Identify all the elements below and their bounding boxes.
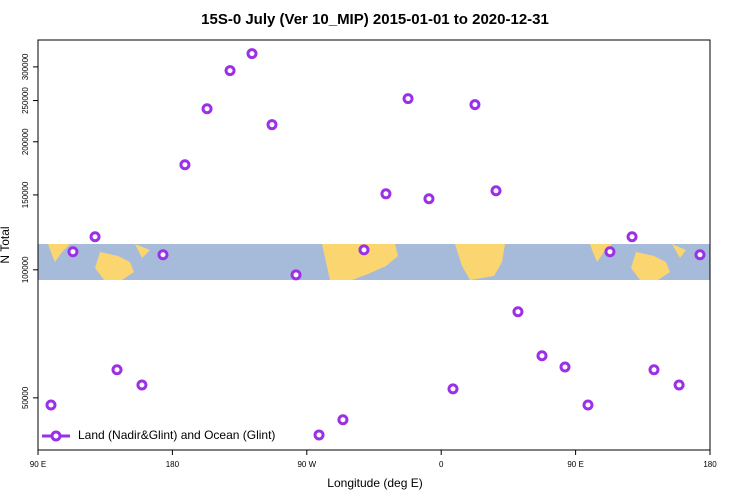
plot-frame [37, 39, 711, 451]
point [423, 193, 435, 205]
point [626, 231, 638, 243]
chart-title: 15S-0 July (Ver 10_MIP) 2015-01-01 to 20… [201, 11, 549, 28]
y-tick-label: 100000 [21, 256, 30, 283]
x-tick-label: 90 E [567, 460, 583, 469]
legend: Land (Nadir&Glint) and Ocean (Glint) [42, 428, 275, 442]
point [512, 306, 524, 318]
point [266, 119, 278, 131]
point [582, 399, 594, 411]
point [179, 159, 191, 171]
point [224, 65, 236, 77]
point [402, 93, 414, 105]
point [469, 99, 481, 111]
point [536, 350, 548, 362]
point [447, 383, 459, 395]
legend-label: Land (Nadir&Glint) and Ocean (Glint) [78, 428, 275, 442]
point [358, 244, 370, 256]
point [290, 269, 302, 281]
y-tick-label: 200000 [21, 128, 30, 155]
x-tick-label: 90 E [30, 460, 46, 469]
point [337, 414, 349, 426]
point [559, 361, 571, 373]
y-tick-label: 300000 [21, 53, 30, 80]
point [490, 185, 502, 197]
point [313, 429, 325, 441]
point [157, 249, 169, 261]
point [380, 188, 392, 200]
y-axis-label: N Total [0, 226, 12, 263]
point [89, 231, 101, 243]
y-tick-label: 150000 [21, 181, 30, 208]
point [648, 364, 660, 376]
point [201, 103, 213, 115]
point [246, 48, 258, 60]
legend-marker [50, 430, 62, 442]
point [45, 399, 57, 411]
y-tick-label: 250000 [21, 87, 30, 114]
point [67, 246, 79, 258]
point [136, 379, 148, 391]
point [673, 379, 685, 391]
x-axis-label: Longitude (deg E) [327, 476, 422, 490]
map-band [38, 244, 710, 280]
x-tick-label: 0 [439, 460, 444, 469]
x-tick-label: 180 [703, 460, 717, 469]
point [111, 364, 123, 376]
y-tick-label: 50000 [21, 386, 30, 409]
point [694, 249, 706, 261]
point [604, 246, 616, 258]
x-tick-label: 180 [166, 460, 180, 469]
x-tick-label: 90 W [297, 460, 316, 469]
